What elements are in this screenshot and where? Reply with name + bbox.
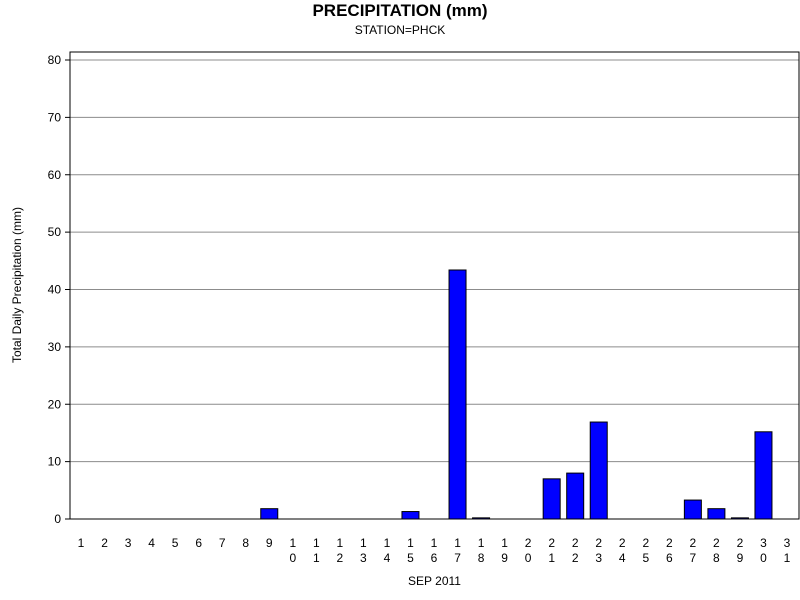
x-tick-label: 5: [172, 536, 179, 550]
x-axis-label: SEP 2011: [408, 574, 461, 588]
y-tick-label: 50: [48, 225, 62, 239]
x-tick-label: 1: [78, 536, 85, 550]
bar: [401, 511, 420, 520]
bar: [707, 508, 726, 520]
y-tick-label: 20: [48, 397, 62, 411]
bar: [542, 478, 561, 520]
x-tick-label: 3: [125, 536, 132, 550]
y-tick-label: 10: [48, 455, 62, 469]
y-tick-label: 0: [54, 512, 61, 526]
y-tick-label: 60: [48, 168, 62, 182]
x-tick-label: 6: [195, 536, 202, 550]
y-tick-label: 80: [48, 53, 62, 67]
y-tick-label: 30: [48, 340, 62, 354]
x-tick-label: 4: [148, 536, 155, 550]
y-tick-label: 40: [48, 283, 62, 297]
x-tick-label: 7: [219, 536, 226, 550]
bar: [260, 508, 279, 520]
bar: [566, 472, 585, 520]
x-tick-label: 2: [101, 536, 108, 550]
y-tick-label: 70: [48, 110, 62, 124]
bar: [754, 431, 773, 520]
plot-frame: [69, 51, 800, 520]
chart-title: PRECIPITATION (mm): [312, 1, 488, 20]
bar: [448, 269, 467, 520]
chart-subtitle: STATION=PHCK: [354, 23, 446, 37]
bar: [589, 421, 608, 520]
bar: [683, 499, 702, 520]
x-tick-label: 9: [266, 536, 273, 550]
x-tick-label: 8: [242, 536, 249, 550]
